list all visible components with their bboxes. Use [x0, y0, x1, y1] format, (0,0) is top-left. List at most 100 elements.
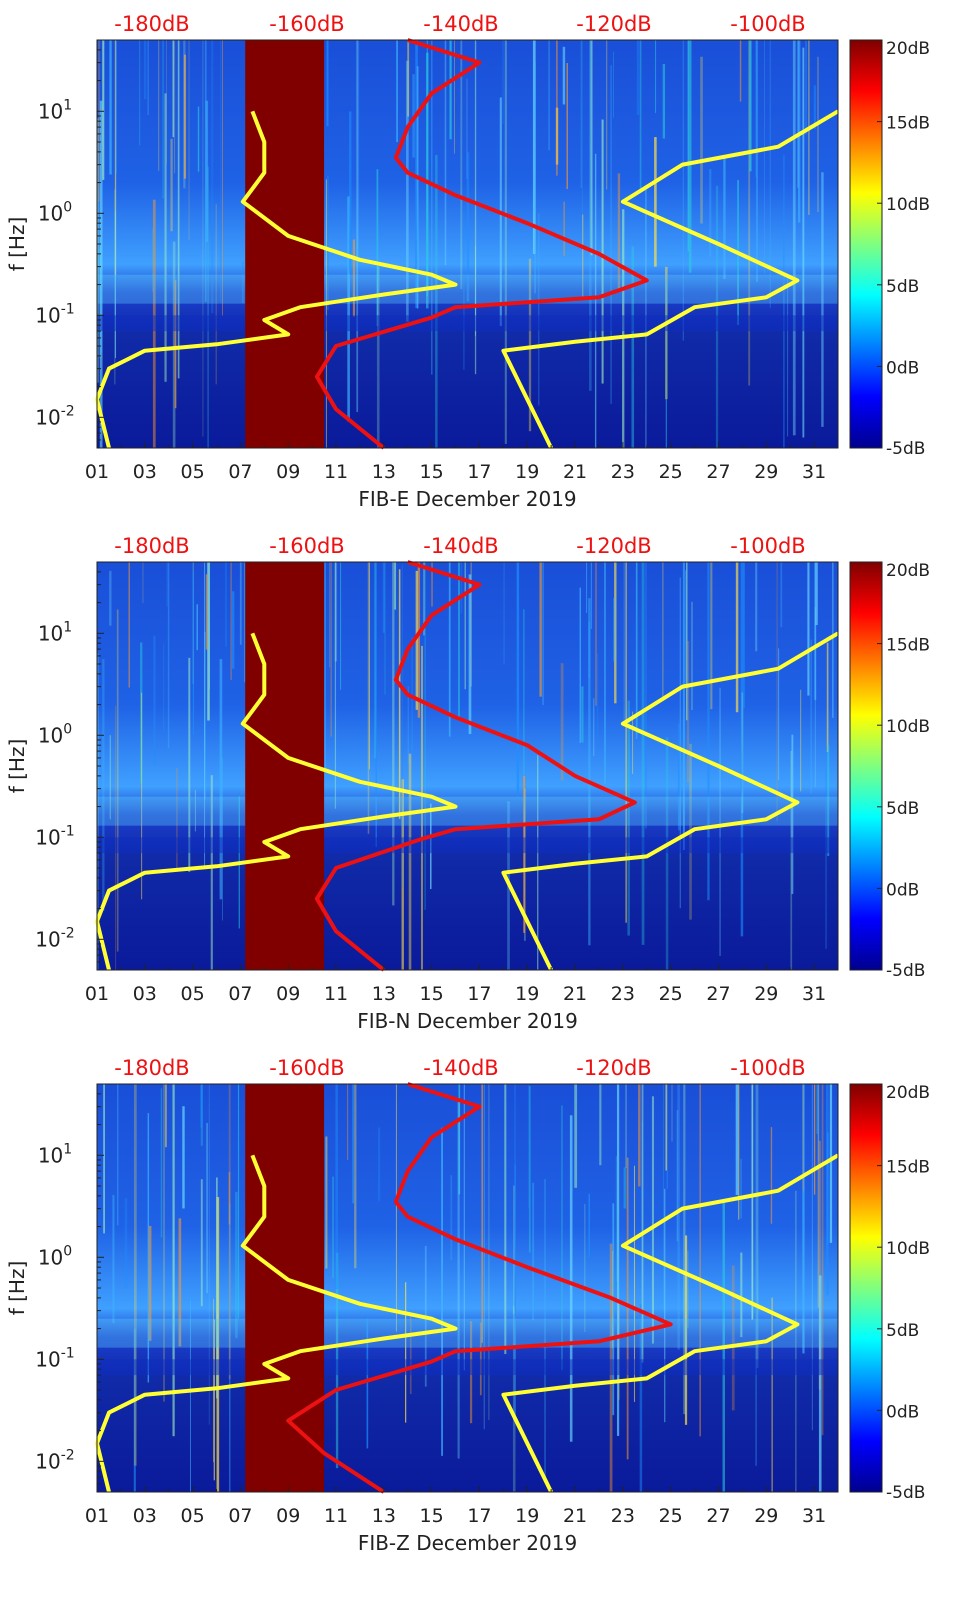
- y-tick-label: 10-2: [35, 403, 74, 429]
- top-axis-label: -100dB: [730, 1056, 805, 1080]
- series-line-1: [95, 1154, 458, 1493]
- y-axis-label: f [Hz]: [5, 739, 29, 794]
- x-tick-label: 05: [181, 1505, 205, 1527]
- x-tick-label: 11: [324, 983, 348, 1005]
- y-tick-label: 10-1: [35, 1345, 74, 1371]
- spectrogram-background: [97, 1084, 838, 1492]
- series-line-2: [501, 109, 840, 449]
- x-tick-label: 07: [228, 983, 252, 1005]
- colorbar-label: 5dB: [886, 799, 919, 819]
- colorbar-label: 0dB: [886, 358, 919, 378]
- top-axis-label: -180dB: [114, 1056, 189, 1080]
- x-axis-label: FIB-E December 2019: [358, 487, 576, 511]
- y-tick-label: 101: [38, 1141, 72, 1167]
- x-axis-label: FIB-N December 2019: [357, 1009, 578, 1033]
- colorbar: [849, 39, 883, 449]
- series-line-2: [501, 1153, 840, 1493]
- x-tick-label: 21: [563, 1505, 587, 1527]
- x-tick-label: 31: [802, 461, 826, 483]
- top-axis-label: -120dB: [576, 1056, 651, 1080]
- x-tick-label: 05: [181, 983, 205, 1005]
- x-tick-label: 17: [467, 461, 491, 483]
- x-tick-label: 01: [85, 983, 109, 1005]
- x-tick-label: 21: [563, 983, 587, 1005]
- x-tick-label: 15: [420, 983, 444, 1005]
- colorbar-label: 20dB: [886, 561, 930, 581]
- top-axis-label: -100dB: [730, 534, 805, 558]
- x-tick-label: 07: [228, 1505, 252, 1527]
- colorbar-label: 15dB: [886, 636, 930, 656]
- x-tick-label: 13: [372, 983, 396, 1005]
- colorbar: [849, 561, 883, 971]
- chart-panel-2: 01 03 05 07 09 11 13 15 17 19 21 23 25 27 29 31 FIB-N De…: [5, 534, 930, 1033]
- colorbar-label: -5dB: [886, 1483, 925, 1503]
- x-tick-label: 13: [372, 1505, 396, 1527]
- y-axis-label: f [Hz]: [5, 1261, 29, 1316]
- x-tick-label: 05: [181, 461, 205, 483]
- x-tick-label: 31: [802, 1505, 826, 1527]
- x-tick-label: 15: [420, 461, 444, 483]
- x-tick-label: 25: [659, 1505, 683, 1527]
- x-tick-label: 29: [754, 1505, 778, 1527]
- x-tick-label: 27: [706, 1505, 730, 1527]
- x-tick-label: 27: [706, 461, 730, 483]
- series-line-1: [95, 110, 458, 449]
- x-tick-label: 21: [563, 461, 587, 483]
- chart-panel-1: 01 03 05 07 09 11 13 15 17 19 21 23 25 27 29 31 FIB-E De…: [5, 12, 930, 511]
- y-tick-label: 10-1: [35, 301, 74, 327]
- colorbar-label: 10dB: [886, 1239, 930, 1259]
- x-tick-label: 11: [324, 1505, 348, 1527]
- x-tick-label: 03: [133, 1505, 157, 1527]
- top-axis-label: -160dB: [269, 534, 344, 558]
- x-tick-label: 19: [515, 983, 539, 1005]
- x-tick-label: 01: [85, 461, 109, 483]
- top-axis-label: -100dB: [730, 12, 805, 36]
- series-line-1: [95, 632, 458, 971]
- x-axis-label: FIB-Z December 2019: [358, 1531, 577, 1555]
- colorbar-label: 15dB: [886, 1158, 930, 1178]
- y-tick-label: 10-2: [35, 925, 74, 951]
- colorbar-label: -5dB: [886, 439, 925, 459]
- spectrogram-texture: [97, 562, 838, 970]
- top-axis-label: -120dB: [576, 534, 651, 558]
- x-tick-label: 25: [659, 461, 683, 483]
- x-tick-label: 23: [611, 461, 635, 483]
- x-tick-label: 03: [133, 983, 157, 1005]
- colorbar-label: 0dB: [886, 1402, 919, 1422]
- x-tick-label: 29: [754, 983, 778, 1005]
- series-line-2: [501, 631, 840, 971]
- series-line-3: [314, 560, 637, 972]
- x-tick-label: 19: [515, 461, 539, 483]
- x-tick-label: 01: [85, 1505, 109, 1527]
- series-line-3: [314, 38, 649, 450]
- x-tick-label: 31: [802, 983, 826, 1005]
- x-tick-label: 17: [467, 983, 491, 1005]
- colorbar: [849, 1083, 883, 1493]
- y-tick-label: 100: [38, 721, 72, 747]
- x-tick-label: 11: [324, 461, 348, 483]
- x-tick-label: 09: [276, 983, 300, 1005]
- x-tick-label: 15: [420, 1505, 444, 1527]
- y-tick-label: 100: [38, 199, 72, 225]
- top-axis-label: -180dB: [114, 12, 189, 36]
- top-axis-label: -160dB: [269, 12, 344, 36]
- x-tick-label: 23: [611, 983, 635, 1005]
- x-tick-label: 09: [276, 1505, 300, 1527]
- x-tick-label: 23: [611, 1505, 635, 1527]
- y-tick-label: 10-2: [35, 1447, 74, 1473]
- y-tick-label: 10-1: [35, 823, 74, 849]
- colorbar-label: -5dB: [886, 961, 925, 981]
- y-tick-label: 101: [38, 619, 72, 645]
- x-tick-label: 27: [706, 983, 730, 1005]
- colorbar-label: 20dB: [886, 39, 930, 59]
- colorbar-label: 0dB: [886, 880, 919, 900]
- top-axis-label: -140dB: [423, 1056, 498, 1080]
- y-tick-label: 100: [38, 1243, 72, 1269]
- colorbar-label: 20dB: [886, 1083, 930, 1103]
- colorbar-label: 10dB: [886, 195, 930, 215]
- x-tick-label: 03: [133, 461, 157, 483]
- x-tick-label: 17: [467, 1505, 491, 1527]
- top-axis-label: -160dB: [269, 1056, 344, 1080]
- top-axis-label: -180dB: [114, 534, 189, 558]
